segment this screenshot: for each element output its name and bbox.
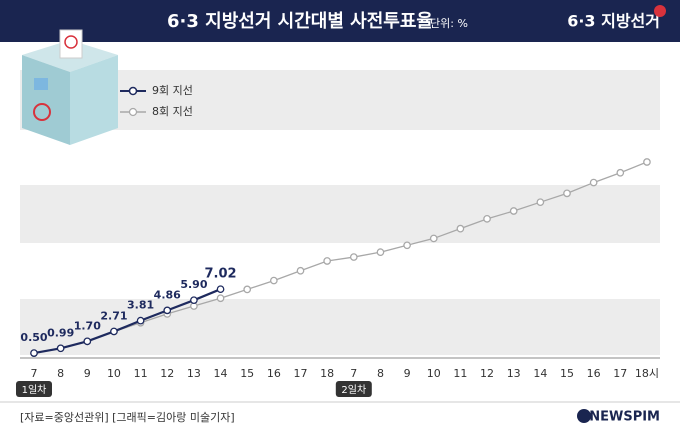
- ballot-box: [22, 29, 118, 145]
- x-tick-label: 9: [404, 367, 411, 380]
- band: [20, 70, 660, 130]
- data-point: [190, 296, 198, 305]
- x-tick-label: 18: [320, 367, 334, 380]
- band: [20, 299, 660, 355]
- data-point: [349, 253, 358, 261]
- data-point: [110, 327, 118, 336]
- data-point: [323, 257, 331, 265]
- data-point: [536, 198, 545, 207]
- x-tick-label: 15: [560, 367, 574, 380]
- x-tick-label: 7: [31, 367, 38, 380]
- data-point: [136, 316, 145, 325]
- brand: NEWSPIM: [589, 410, 660, 425]
- data-point: [509, 207, 518, 215]
- x-tick-label: 13: [187, 367, 201, 380]
- x-tick-label: 11: [453, 367, 467, 380]
- legend-marker: [128, 86, 138, 96]
- x-tick-label: 18시: [635, 367, 659, 380]
- data-point: [216, 294, 225, 303]
- x-tick-label: 12: [160, 367, 174, 380]
- x-tick-label: 8: [57, 367, 64, 380]
- value-label: 3.81: [127, 299, 154, 312]
- x-tick-label: 12: [480, 367, 494, 380]
- data-point: [429, 234, 438, 243]
- x-tick-label: 8: [377, 367, 384, 380]
- day-marker: 1일차: [22, 384, 47, 396]
- x-tick-label: 17: [294, 367, 308, 380]
- x-tick-label: 14: [533, 367, 547, 380]
- day-marker: 2일차: [341, 384, 366, 396]
- source: [자료=중앙선관위] [그래픽=김아랑 미술기자]: [20, 411, 235, 424]
- legend-label: 8회 지선: [152, 105, 193, 118]
- x-tick-label: 14: [214, 367, 228, 380]
- x-tick-label: 10: [107, 367, 121, 380]
- data-point: [216, 285, 225, 294]
- x-tick-label: 10: [427, 367, 441, 380]
- x-tick-label: 17: [613, 367, 627, 380]
- x-tick-label: 16: [267, 367, 281, 380]
- series-line: [33, 288, 221, 355]
- x-tick-label: 7: [350, 367, 357, 380]
- data-point: [643, 158, 651, 166]
- data-point: [243, 285, 252, 294]
- data-point: [269, 276, 278, 285]
- value-label: 2.71: [100, 309, 127, 322]
- x-tick-label: 9: [84, 367, 91, 380]
- data-point: [83, 337, 92, 346]
- value-label: 7.02: [205, 267, 237, 282]
- value-label: 0.50: [20, 331, 47, 344]
- data-point: [163, 306, 172, 315]
- data-point: [296, 266, 305, 275]
- logo-badge: [654, 5, 666, 17]
- x-tick-label: 13: [507, 367, 521, 380]
- data-point: [56, 344, 65, 353]
- data-point: [403, 241, 411, 250]
- value-label: 4.86: [154, 288, 181, 301]
- series-line: [33, 161, 648, 354]
- data-point: [30, 349, 38, 357]
- chart-title: 6·3 지방선거 시간대별 사전투표율: [167, 11, 433, 32]
- x-tick-label: 11: [134, 367, 148, 380]
- data-point: [616, 168, 625, 177]
- day-marker-box: [335, 381, 372, 397]
- data-point: [456, 224, 465, 233]
- header-bar: [0, 0, 680, 42]
- legend-marker: [128, 107, 138, 117]
- day-marker-box: [16, 381, 52, 397]
- data-point: [376, 248, 385, 257]
- unit-label: 단위: %: [430, 17, 468, 30]
- x-tick-label: 15: [240, 367, 254, 380]
- logo: 6·3 지방선거: [567, 12, 660, 31]
- value-label: 1.70: [74, 319, 101, 332]
- value-label: 0.99: [47, 326, 74, 339]
- value-label: 5.90: [180, 278, 207, 291]
- data-point: [483, 214, 491, 223]
- data-point: [589, 178, 598, 187]
- legend-label: 9회 지선: [152, 84, 193, 97]
- x-tick-label: 16: [587, 367, 601, 380]
- data-point: [563, 189, 571, 198]
- brand-icon: [577, 409, 591, 423]
- band: [20, 185, 660, 243]
